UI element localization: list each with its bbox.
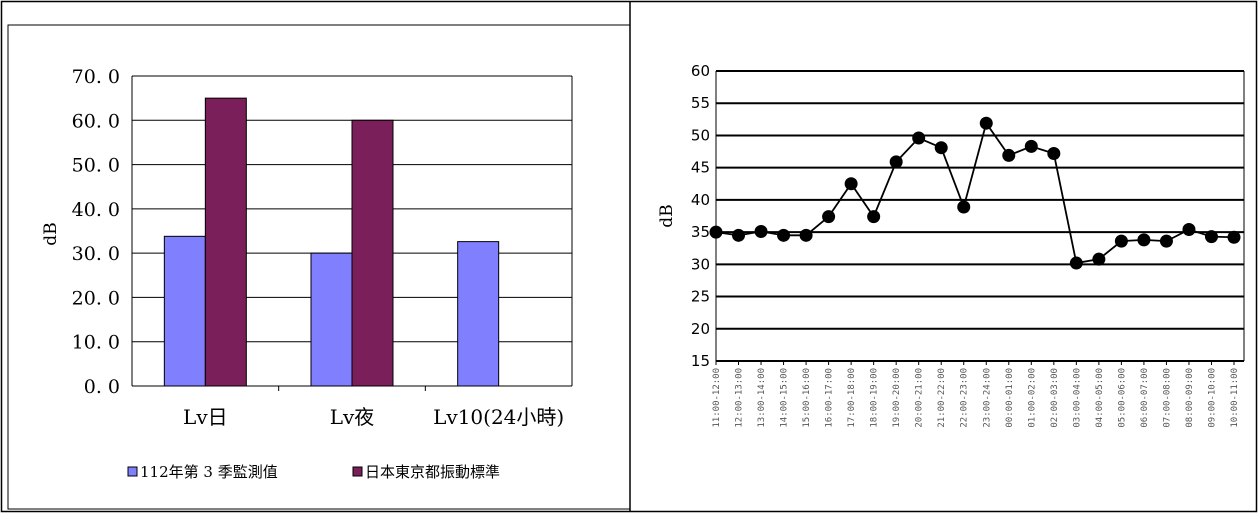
y-tick-label: 30 (691, 255, 710, 273)
x-tick-label: 20:00-21:00 (915, 368, 925, 428)
legend-swatch (352, 466, 363, 477)
x-tick-label: 07:00-08:00 (1162, 368, 1172, 428)
data-point (957, 200, 971, 214)
legend-label: 日本東京都振動標準 (365, 463, 500, 481)
x-tick-label: 05:00-06:00 (1117, 368, 1127, 428)
y-tick-label: 10. 0 (72, 332, 120, 354)
x-tick-label: 21:00-22:00 (937, 368, 947, 428)
x-tick-label: 18:00-19:00 (870, 368, 880, 428)
y-tick-label: 40 (691, 191, 710, 209)
y-tick-label: 55 (691, 94, 710, 112)
bar (351, 119, 394, 387)
y-tick-label: 35 (691, 223, 710, 241)
x-tick-label: 00:00-01:00 (1005, 368, 1015, 428)
data-point (1002, 148, 1016, 162)
y-tick-label: 60 (691, 62, 710, 80)
x-tick-label: 01:00-02:00 (1027, 368, 1037, 428)
data-point (867, 210, 881, 224)
y-tick-label: 30. 0 (72, 243, 120, 265)
bar-chart-frame (7, 24, 631, 510)
data-point (1182, 223, 1196, 237)
data-point (822, 210, 836, 224)
y-axis-label: dB (41, 222, 61, 245)
data-point (754, 224, 768, 238)
x-tick-label: 02:00-03:00 (1050, 368, 1060, 428)
y-tick-label: 20 (691, 320, 710, 338)
data-point (732, 228, 746, 242)
x-tick-label: 15:00-16:00 (802, 368, 812, 428)
data-point (1047, 146, 1061, 160)
data-point (777, 228, 791, 242)
x-tick-label: 11:00-12:00 (712, 368, 722, 428)
x-tick-label: 10:00-11:00 (1230, 368, 1240, 428)
legend-label: 112年第 3 季監測值 (140, 463, 278, 481)
y-tick-label: 20. 0 (72, 287, 120, 309)
y-tick-label: 50 (691, 126, 710, 144)
x-tick-label: 09:00-10:00 (1207, 368, 1217, 428)
x-tick-label: 04:00-05:00 (1095, 368, 1105, 428)
data-point (889, 155, 903, 169)
data-point (799, 228, 813, 242)
x-tick-label: 23:00-24:00 (982, 368, 992, 428)
x-tick-label: 14:00-15:00 (780, 368, 790, 428)
bar-chart: 0. 0 10. 0 20. 0 30. 0 40. 0 50. 0 60. 0 70. 0 d… (41, 66, 573, 481)
x-tick-label: 03:00-04:00 (1072, 368, 1082, 428)
x-tick-label: 22:00-23:00 (960, 368, 970, 428)
series-line (715, 121, 1235, 265)
x-tick-label: 16:00-17:00 (825, 368, 835, 428)
y-tick-label: 25 (691, 288, 710, 306)
bar (204, 97, 247, 387)
data-point (1114, 234, 1128, 248)
data-point (1069, 256, 1083, 270)
y-tick-label: 15 (691, 352, 710, 370)
data-point (979, 116, 993, 130)
legend-swatch (127, 466, 138, 477)
data-point (1227, 230, 1241, 244)
y-tick-label: 60. 0 (72, 110, 120, 132)
x-category-label: Lv日 (183, 405, 228, 429)
data-point (1204, 230, 1218, 244)
x-tick-label: 13:00-14:00 (757, 368, 767, 428)
data-point (709, 225, 723, 239)
x-tick-label: 08:00-09:00 (1185, 368, 1195, 428)
x-tick-label: 06:00-07:00 (1140, 368, 1150, 428)
bar (163, 235, 206, 387)
x-category-label: Lv10(24小時) (433, 405, 564, 429)
data-point (1159, 234, 1173, 248)
bar (457, 241, 500, 387)
y-tick-label: 0. 0 (84, 376, 120, 398)
data-point (912, 131, 926, 145)
y-tick-label: 45 (691, 159, 710, 177)
x-tick-label: 17:00-18:00 (847, 368, 857, 428)
data-point (1137, 233, 1151, 247)
x-category-label: Lv夜 (330, 405, 375, 429)
data-point (1024, 139, 1038, 153)
line-chart: 15 20 25 30 35 40 45 50 55 60 dB 11:00-12:00 12:00-1… (657, 62, 1245, 428)
y-tick-label: 70. 0 (72, 66, 120, 88)
y-tick-label: 50. 0 (72, 155, 120, 177)
bar (310, 252, 353, 387)
data-point (934, 141, 948, 155)
x-tick-label: 19:00-20:00 (892, 368, 902, 428)
x-tick-label: 12:00-13:00 (735, 368, 745, 428)
data-point (1092, 252, 1106, 266)
y-axis-label: dB (657, 204, 677, 227)
data-point (844, 177, 858, 191)
y-tick-label: 40. 0 (72, 199, 120, 221)
